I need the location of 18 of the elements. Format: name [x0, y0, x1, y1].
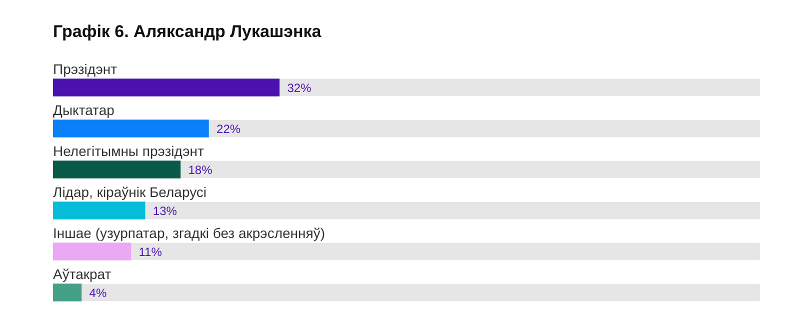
data-label: 11% — [138, 244, 162, 259]
data-label: 13% — [152, 204, 178, 218]
data-label: 32% — [287, 80, 312, 95]
bar — [53, 120, 209, 138]
y-tick-label: Іншае (узурпатар, згадкі без акрэсленняў) — [53, 225, 325, 241]
data-label: 4% — [89, 286, 107, 300]
bar — [53, 160, 181, 178]
y-tick-label: Дыктатар — [53, 102, 115, 118]
y-tick-label: Лідар, кіраўнік Беларусі — [53, 184, 207, 200]
y-tick-label: Аўтакрат — [53, 266, 112, 282]
data-label: 18% — [188, 162, 213, 177]
y-tick-label: Нелегітымны прэзідэнт — [53, 143, 204, 159]
bar — [53, 202, 146, 220]
bar — [53, 242, 132, 260]
chart-title: Графік 6. Аляксандр Лукашэнка — [53, 22, 322, 42]
y-tick-label: Прэзідэнт — [53, 61, 118, 77]
data-label: 22% — [216, 122, 241, 136]
bar — [53, 284, 82, 302]
